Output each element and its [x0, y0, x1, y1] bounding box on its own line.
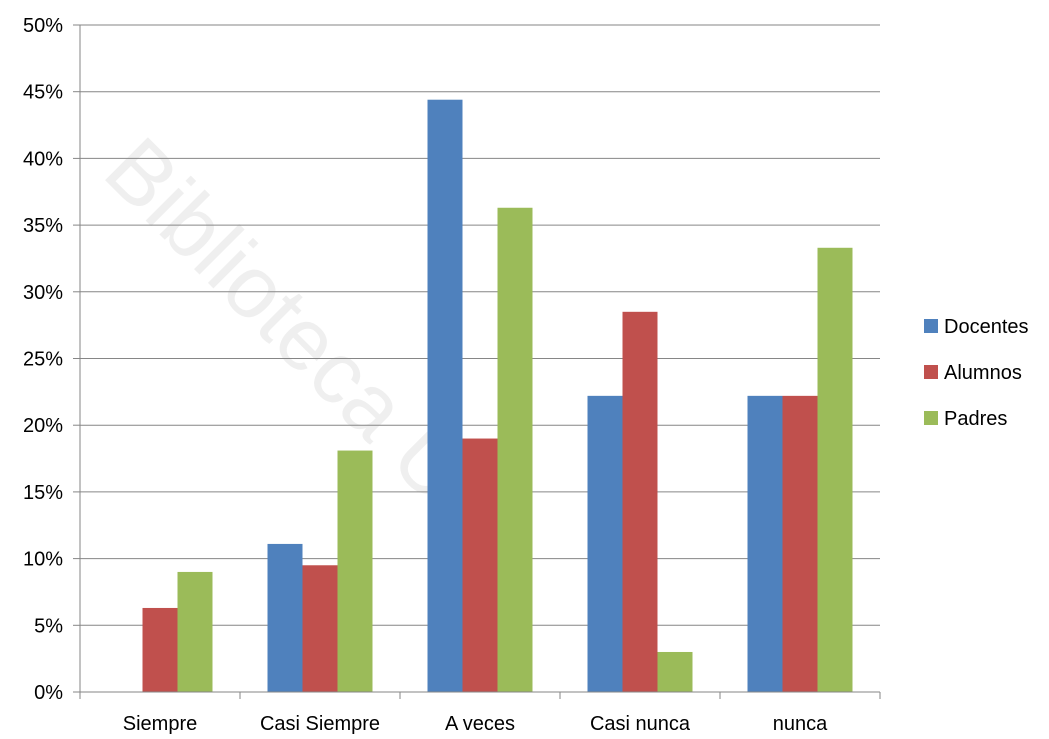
- legend-swatch-docentes: [924, 319, 938, 333]
- bar-alumnos-3: [622, 311, 658, 692]
- y-tick-label: 50%: [23, 15, 63, 37]
- y-tick-label: 20%: [23, 415, 63, 437]
- y-axis-ticks: 0% 5% 10% 15% 20% 25% 30% 35% 40% 45% 50%: [23, 15, 80, 704]
- bar-padres-0: [177, 571, 213, 692]
- y-tick-label: 35%: [23, 215, 63, 237]
- legend-swatch-alumnos: [924, 365, 938, 379]
- bar-padres-3: [657, 651, 693, 692]
- legend-label-alumnos: Alumnos: [944, 362, 1022, 384]
- bar-padres-1: [337, 450, 373, 692]
- x-tick-label: Casi Siempre: [260, 713, 380, 735]
- y-tick-label: 15%: [23, 482, 63, 504]
- bar-docentes-4: [747, 395, 783, 692]
- y-tick-label: 30%: [23, 282, 63, 304]
- bar-padres-4: [817, 247, 853, 692]
- bar-padres-2: [497, 207, 533, 692]
- bar-docentes-1: [267, 543, 303, 692]
- y-tick-label: 45%: [23, 82, 63, 104]
- legend: Docentes Alumnos Padres: [924, 316, 1029, 430]
- x-tick-label: Casi nunca: [590, 713, 691, 735]
- x-tick-label: Siempre: [123, 713, 197, 735]
- bar-docentes-2: [427, 99, 463, 693]
- x-tick-label: nunca: [773, 713, 828, 735]
- y-tick-label: 40%: [23, 148, 63, 170]
- bar-docentes-3: [587, 395, 623, 692]
- legend-label-docentes: Docentes: [944, 316, 1029, 338]
- y-tick-label: 5%: [34, 615, 63, 637]
- y-tick-label: 0%: [34, 682, 63, 704]
- legend-swatch-padres: [924, 411, 938, 425]
- bar-alumnos-2: [462, 438, 498, 692]
- y-tick-label: 25%: [23, 349, 63, 371]
- bar-alumnos-0: [142, 607, 178, 692]
- bars: [142, 99, 853, 693]
- legend-label-padres: Padres: [944, 408, 1007, 430]
- y-tick-label: 10%: [23, 549, 63, 571]
- bar-alumnos-1: [302, 565, 338, 692]
- x-axis-ticks: Siempre Casi Siempre A veces Casi nunca nunc…: [79, 692, 881, 735]
- x-tick-label: A veces: [445, 713, 515, 735]
- bar-alumnos-4: [782, 395, 818, 692]
